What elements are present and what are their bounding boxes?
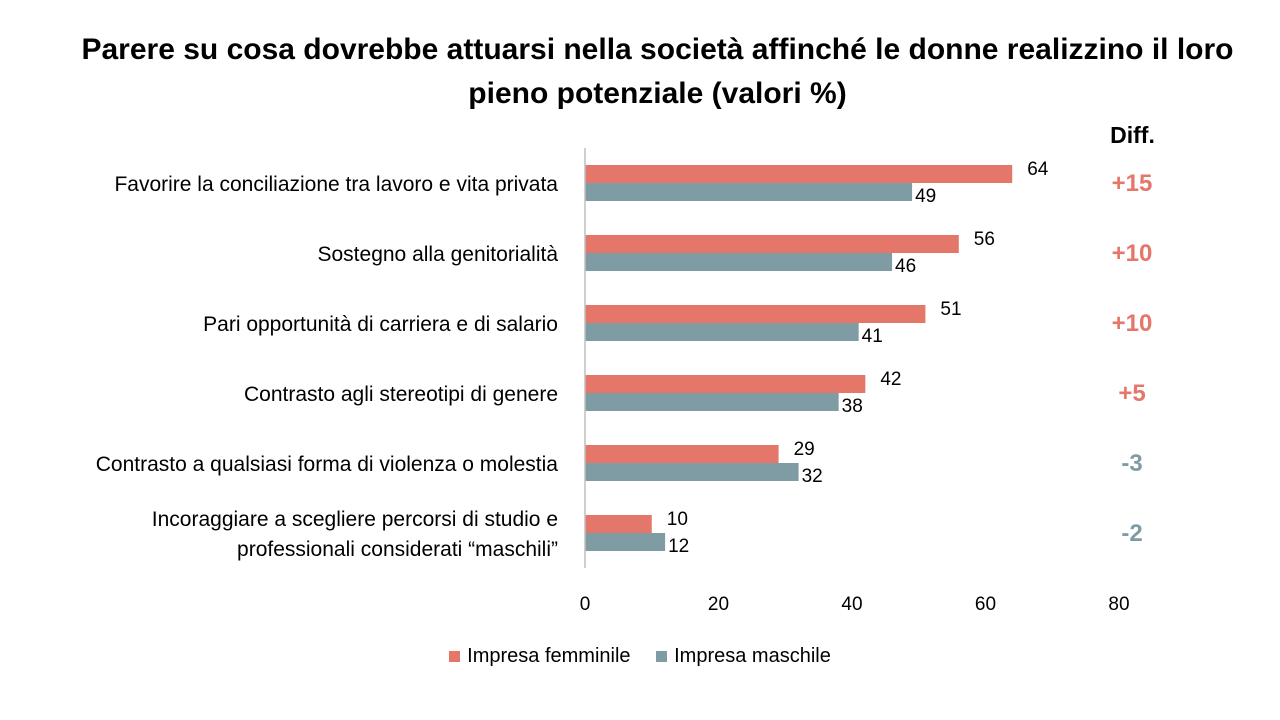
bar-femminile <box>585 445 779 463</box>
diff-value: +15 <box>1112 170 1153 197</box>
bar-femminile <box>585 305 926 323</box>
x-tick-label: 80 <box>1108 594 1129 615</box>
category-label: Sostegno alla genitorialità <box>318 243 559 266</box>
bar-maschile <box>585 463 799 481</box>
category-label: Incoraggiare a scegliere percorsi di stu… <box>152 508 558 531</box>
x-tick-label: 20 <box>708 594 729 615</box>
bar-maschile <box>585 533 666 551</box>
bar-maschile <box>585 323 859 341</box>
data-label-femminile: 64 <box>1027 159 1049 180</box>
data-label-femminile: 10 <box>667 509 688 530</box>
category-label: Pari opportunità di carriera e di salari… <box>203 313 558 336</box>
legend: Impresa femminile Impresa maschile <box>0 645 1280 668</box>
category-label: Favorire la conciliazione tra lavoro e v… <box>114 173 558 196</box>
diff-value: -2 <box>1121 520 1142 547</box>
x-tick-label: 0 <box>580 594 591 615</box>
legend-label-femminile: Impresa femminile <box>467 645 631 667</box>
data-label-maschile: 38 <box>842 396 863 417</box>
x-tick-label: 60 <box>975 594 996 615</box>
diff-value: +10 <box>1112 310 1153 337</box>
diff-value: +10 <box>1112 240 1153 267</box>
legend-item-maschile: Impresa maschile <box>656 645 831 668</box>
diff-value: -3 <box>1121 450 1142 477</box>
legend-item-femminile: Impresa femminile <box>449 645 631 668</box>
bar-femminile <box>585 375 866 393</box>
bar-femminile <box>585 515 652 533</box>
data-label-femminile: 56 <box>974 229 995 250</box>
legend-swatch-maschile <box>656 651 668 662</box>
chart-title: Parere su cosa dovrebbe attuarsi nella s… <box>81 33 1234 110</box>
x-tick-label: 40 <box>841 594 862 615</box>
diff-header: Diff. <box>1110 122 1155 148</box>
category-label: Contrasto agli stereotipi di genere <box>244 383 558 406</box>
data-label-maschile: 49 <box>915 186 936 207</box>
data-label-femminile: 29 <box>794 439 815 460</box>
bar-maschile <box>585 253 893 271</box>
category-label: professionali considerati “maschili” <box>237 538 558 561</box>
bar-maschile <box>585 183 913 201</box>
data-label-maschile: 41 <box>862 326 883 347</box>
legend-label-maschile: Impresa maschile <box>674 645 831 667</box>
data-label-femminile: 42 <box>880 369 901 390</box>
category-label: Contrasto a qualsiasi forma di violenza … <box>96 453 559 476</box>
bar-femminile <box>585 235 959 253</box>
bar-femminile <box>585 165 1013 183</box>
legend-swatch-femminile <box>449 651 461 662</box>
data-label-femminile: 51 <box>940 299 961 320</box>
data-label-maschile: 12 <box>668 536 689 557</box>
diff-value: +5 <box>1118 380 1145 407</box>
data-label-maschile: 32 <box>802 466 823 487</box>
bar-maschile <box>585 393 839 411</box>
data-label-maschile: 46 <box>895 256 916 277</box>
